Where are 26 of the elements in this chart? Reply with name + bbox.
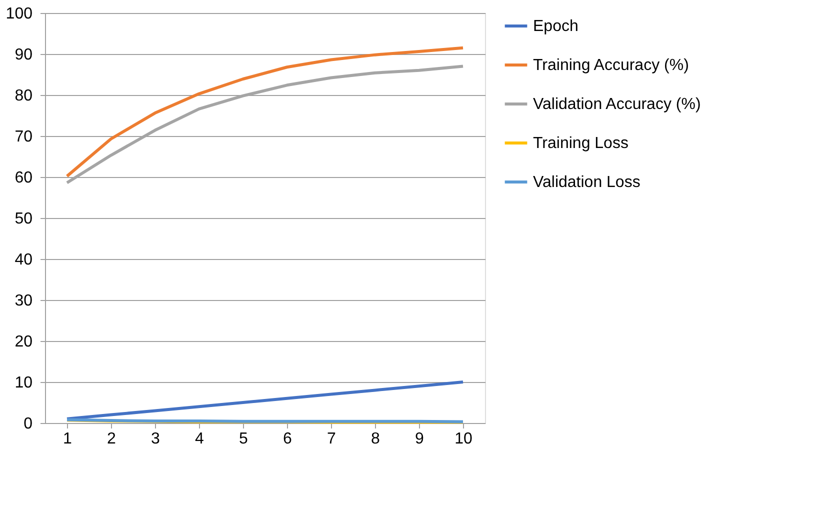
x-tick-label: 8 [371, 430, 380, 448]
x-tick-label: 9 [415, 430, 424, 448]
x-tick-label: 1 [63, 430, 72, 448]
y-tick-label: 30 [14, 292, 33, 310]
x-tick-label: 5 [239, 430, 248, 448]
y-tick-label: 90 [14, 46, 33, 64]
y-tick-label: 50 [14, 210, 33, 228]
x-tick-label: 4 [195, 430, 204, 448]
legend-label: Training Accuracy (%) [533, 57, 689, 74]
y-tick-label: 10 [14, 374, 33, 392]
x-tick-label: 3 [151, 430, 160, 448]
legend-label: Epoch [533, 18, 578, 35]
x-tick-label: 6 [283, 430, 292, 448]
legend-label: Validation Accuracy (%) [533, 96, 701, 113]
x-tick-label: 2 [107, 430, 116, 448]
y-tick-label: 0 [24, 416, 33, 432]
y-tick-label: 80 [14, 88, 33, 104]
x-tick-label: 7 [327, 430, 336, 448]
legend-label: Validation Loss [533, 174, 640, 191]
x-tick-label: 10 [454, 430, 472, 448]
y-tick-label: 70 [14, 128, 33, 146]
y-tick-label: 100 [6, 6, 33, 22]
legend-label: Training Loss [533, 135, 628, 152]
y-tick-label: 20 [14, 334, 33, 350]
y-tick-label: 60 [14, 170, 33, 186]
y-tick-label: 40 [14, 252, 33, 268]
